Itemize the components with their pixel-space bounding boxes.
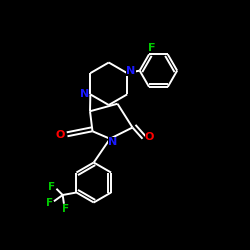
Text: N: N [108, 137, 117, 147]
Text: F: F [46, 198, 53, 208]
Text: N: N [80, 90, 90, 99]
Text: O: O [145, 132, 154, 142]
Text: O: O [55, 130, 65, 140]
Text: F: F [148, 43, 155, 53]
Text: F: F [62, 204, 69, 214]
Text: F: F [48, 182, 56, 192]
Text: N: N [126, 66, 136, 76]
